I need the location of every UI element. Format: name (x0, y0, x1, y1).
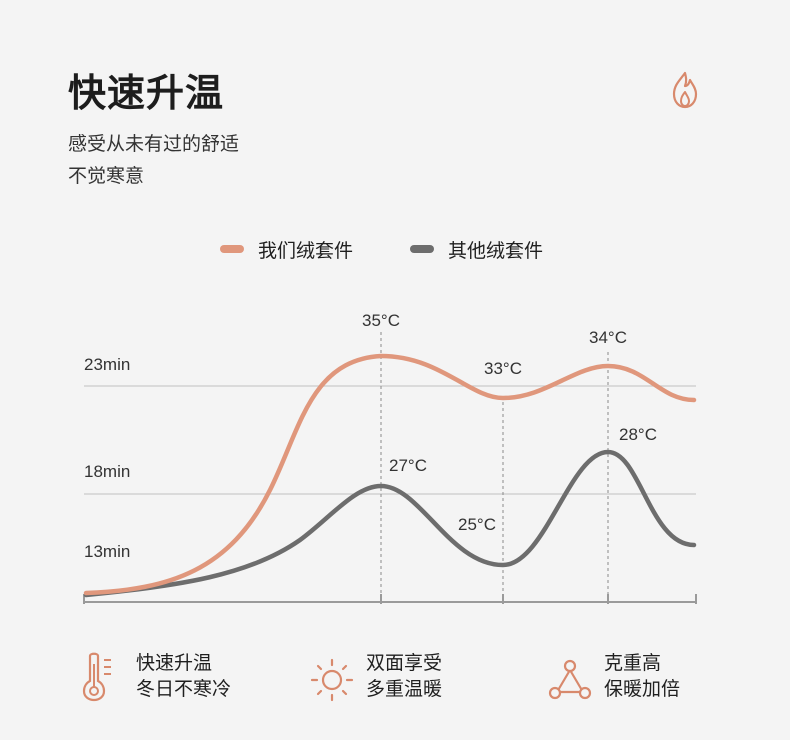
feature-list: 快速升温 冬日不寒冷 双面享受 多重温暖 (0, 650, 790, 720)
feature-line-2: 保暖加倍 (604, 678, 681, 700)
y-tick-label-13min: 13min (84, 542, 130, 561)
temperature-chart: 23min 18min 13min 35°C 33°C 34°C 27°C (0, 290, 790, 620)
feature-text-double-side: 双面享受 多重温暖 (366, 650, 442, 702)
legend-item-ours: 我们绒套件 (220, 234, 353, 264)
feature-text-quick-warm: 快速升温 冬日不寒冷 (136, 650, 231, 702)
series-line-theirs (83, 449, 697, 598)
feature-line-1: 克重高 (604, 652, 662, 674)
thermometer-icon (82, 652, 111, 702)
feature-line-1: 双面享受 (366, 652, 443, 674)
legend-label-ours: 我们绒套件 (258, 239, 354, 262)
data-label-ours-2: 33°C (484, 359, 522, 378)
data-label-ours-3: 34°C (589, 328, 627, 347)
feature-text-high-weight: 克重高 保暖加倍 (604, 650, 680, 702)
feature-item-double-side: 双面享受 多重温暖 (310, 650, 442, 710)
page-title: 快速升温 (68, 71, 225, 115)
feature-line-2: 冬日不寒冷 (136, 678, 232, 700)
feature-line-1: 快速升温 (136, 652, 213, 674)
feature-line-2: 多重温暖 (366, 678, 443, 700)
chart-svg: 23min 18min 13min 35°C 33°C 34°C 27°C (83, 311, 697, 604)
feature-item-quick-warm: 快速升温 冬日不寒冷 (80, 650, 231, 710)
flame-icon (672, 71, 698, 109)
legend-swatch-ours (220, 245, 244, 253)
chart-legend: 我们绒套件 其他绒套件 (0, 234, 790, 264)
y-tick-label-23min: 23min (84, 355, 130, 374)
legend-swatch-theirs (410, 245, 434, 253)
legend-label-theirs: 其他绒套件 (448, 239, 544, 262)
data-label-ours-1: 35°C (362, 311, 400, 330)
subtitle-line-2: 不觉寒意 (68, 165, 145, 187)
legend-item-theirs: 其他绒套件 (410, 234, 543, 264)
subtitle: 感受从未有过的舒适 不觉寒意 (68, 128, 239, 192)
data-label-theirs-2: 25°C (458, 515, 496, 534)
triangle-network-icon (548, 659, 592, 700)
data-label-theirs-1: 27°C (389, 456, 427, 475)
series-line-ours (83, 353, 697, 596)
sun-icon (310, 658, 354, 702)
y-tick-label-18min: 18min (84, 462, 130, 481)
feature-item-high-weight: 克重高 保暖加倍 (548, 650, 680, 710)
data-label-theirs-3: 28°C (619, 425, 657, 444)
subtitle-line-1: 感受从未有过的舒适 (68, 133, 240, 155)
